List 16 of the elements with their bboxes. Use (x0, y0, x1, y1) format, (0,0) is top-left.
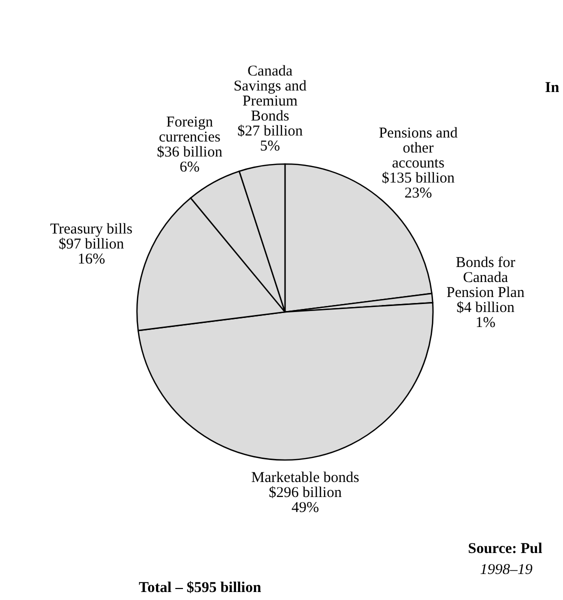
slice-label: Treasury bills (50, 221, 133, 238)
slice-label: Foreign currencies (158, 114, 221, 146)
data-label: $36 billion 6% (156, 144, 223, 176)
slice-label: Bonds for Canada Pension Plan (446, 254, 525, 301)
text: 1998–19 (480, 562, 533, 578)
text: Total – $595 billion (138, 580, 262, 596)
slice-label: Canada Savings and Premium Bonds (234, 64, 307, 125)
data-label: $97 billion 16% (58, 236, 125, 268)
data-label: $4 billion 1% (456, 300, 515, 331)
text: In (545, 80, 560, 96)
slice-label: Marketable bonds (251, 470, 360, 486)
data-label: $296 billion 49% (268, 485, 342, 516)
data-label: $27 billion 5% (237, 124, 304, 155)
slice-label: Pensions and other accounts (378, 125, 458, 172)
source-note: Source: Pul (468, 541, 542, 557)
data-label: $135 billion 23% (382, 170, 456, 202)
